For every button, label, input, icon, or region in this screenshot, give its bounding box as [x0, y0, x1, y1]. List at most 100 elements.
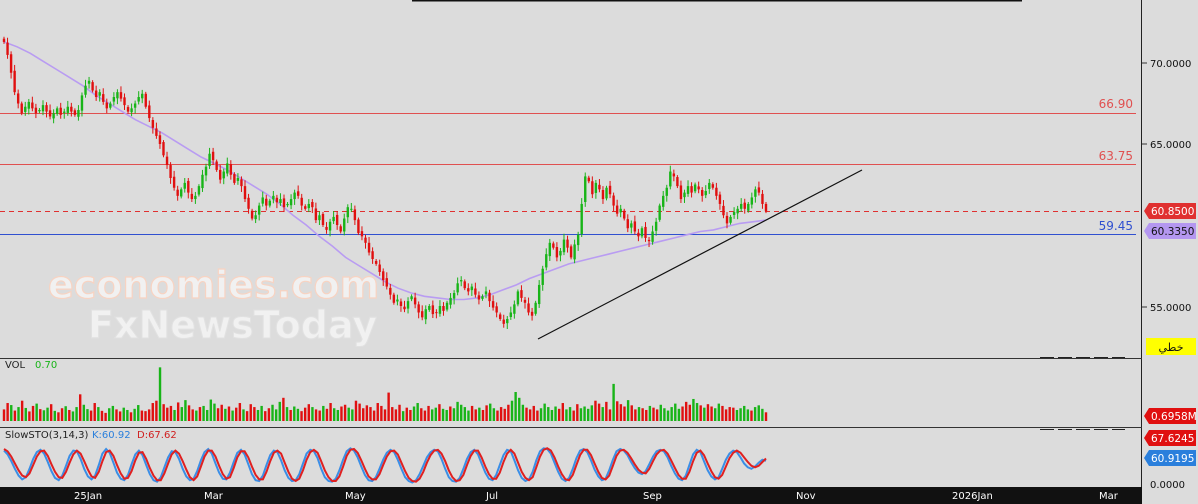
volume-bar	[314, 409, 318, 421]
volume-bar	[499, 407, 503, 421]
time-axis[interactable]	[0, 487, 1142, 504]
volume-bar	[750, 410, 753, 421]
candle-body	[623, 210, 626, 219]
volume-bar	[670, 407, 673, 421]
volume-bar	[518, 397, 521, 421]
volume-bar	[187, 405, 191, 421]
candle-body	[619, 208, 622, 213]
volume-bar	[438, 404, 441, 421]
volume-bar	[663, 408, 666, 421]
candle-body	[194, 195, 197, 200]
volume-bar	[231, 410, 234, 421]
candle-body	[80, 95, 84, 111]
level-label-2: 63.75	[1099, 149, 1133, 163]
volume-bar	[209, 399, 213, 421]
candle-body	[158, 135, 162, 144]
candle-body	[498, 314, 502, 319]
candle-body	[608, 185, 612, 195]
trendline[interactable]	[537, 169, 863, 340]
volume-bar	[343, 404, 347, 421]
candle-body	[764, 203, 768, 212]
stochastic-title: SlowSTO(3,14,3)	[5, 430, 88, 441]
volume-bar	[293, 406, 296, 421]
candle-body	[197, 186, 201, 195]
x-tick-2: Mar	[204, 491, 224, 502]
candle-body	[534, 302, 537, 314]
candle-body	[506, 318, 509, 324]
volume-bar	[242, 409, 245, 421]
candle-body	[701, 190, 704, 196]
candle-body	[516, 291, 520, 305]
volume-bar	[13, 410, 17, 421]
volume-bar	[137, 405, 140, 421]
volume-bar	[296, 408, 300, 421]
candle-body	[715, 187, 718, 196]
candle-body	[296, 191, 300, 196]
volume-bar	[507, 404, 510, 421]
candle-body	[279, 199, 282, 203]
volume-bar	[481, 409, 485, 421]
volume-bar	[764, 412, 768, 421]
volume-bar	[213, 403, 216, 421]
volume-bar	[703, 407, 706, 421]
volume-bar	[358, 403, 361, 421]
volume-bar	[576, 404, 579, 421]
volume-bar	[412, 406, 416, 421]
candle-body	[722, 205, 725, 216]
ma-line	[3, 41, 767, 301]
volume-bar	[547, 407, 550, 421]
volume-bar	[666, 410, 670, 421]
volume-bar	[674, 403, 677, 421]
volume-bar	[372, 410, 376, 421]
volume-bar	[100, 410, 104, 421]
volume-bar	[398, 404, 401, 421]
candle-body	[328, 221, 332, 231]
volume-bar	[64, 406, 67, 421]
volume-bar	[492, 408, 496, 421]
volume-bar	[329, 403, 332, 421]
volume-bar	[753, 407, 757, 421]
candle-body	[48, 110, 52, 117]
candle-body	[204, 166, 208, 176]
candle-body	[428, 306, 431, 310]
candle-body	[417, 304, 420, 313]
candle-body	[591, 181, 594, 195]
volume-bar	[271, 404, 274, 421]
volume-bar	[710, 406, 713, 421]
candle-body	[360, 231, 364, 237]
candle-body	[640, 228, 644, 237]
volume-bars	[2, 367, 768, 421]
volume-bar	[695, 403, 699, 421]
volume-bar	[420, 408, 423, 421]
candle-body	[233, 174, 236, 183]
chart-type-badge[interactable]: خطي	[1146, 338, 1196, 355]
candle-body	[98, 92, 101, 96]
candle-body	[562, 239, 566, 253]
candle-body	[282, 198, 286, 208]
candle-body	[137, 97, 140, 102]
candle-body	[119, 92, 123, 99]
candle-body	[211, 151, 215, 161]
volume-bar	[202, 405, 205, 421]
volume-bar	[503, 408, 506, 421]
volume-bar	[285, 407, 289, 421]
volume-bar	[340, 406, 343, 421]
volume-bar	[735, 409, 739, 421]
volume-bar	[147, 409, 151, 421]
candle-body	[133, 103, 137, 108]
candle-body	[304, 206, 307, 209]
candle-body	[530, 311, 534, 316]
volume-bar	[430, 409, 434, 421]
candle-body	[339, 226, 342, 232]
candle-body	[601, 190, 605, 200]
volume-bar	[616, 401, 619, 421]
candle-body	[757, 187, 761, 193]
candle-body	[165, 156, 169, 166]
candle-body	[750, 197, 754, 205]
volume-bar	[536, 410, 539, 421]
candle-body	[116, 92, 119, 99]
volume-bar	[463, 407, 467, 421]
volume-bar	[452, 408, 456, 421]
candle-body	[162, 142, 165, 156]
